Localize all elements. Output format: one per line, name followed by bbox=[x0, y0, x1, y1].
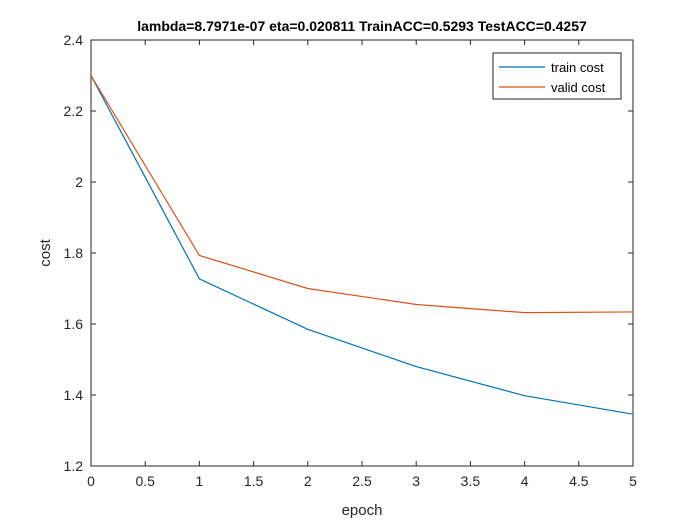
x-tick-label: 5 bbox=[629, 473, 637, 489]
x-tick-label: 1.5 bbox=[244, 473, 264, 489]
y-tick-label: 2 bbox=[75, 174, 83, 190]
x-axis-label: epoch bbox=[342, 502, 383, 519]
legend-label: valid cost bbox=[551, 80, 606, 95]
y-axis-label: cost bbox=[37, 238, 54, 266]
x-tick-label: 1 bbox=[196, 473, 204, 489]
series-lines bbox=[90, 75, 634, 415]
series-line-train-cost bbox=[90, 75, 634, 415]
y-tick-label: 1.8 bbox=[64, 245, 84, 261]
x-tick-label: 0 bbox=[87, 473, 95, 489]
y-tick-label: 1.4 bbox=[64, 387, 84, 403]
axis-ticks: 0 0.5 1 1.5 2 2.5 3 3.5 4 4.5 5 1.2 1.4 1.6 1.8 2 2.2 2.4 bbox=[64, 32, 638, 489]
x-tick-label: 4 bbox=[521, 473, 529, 489]
series-line-valid-cost bbox=[90, 75, 634, 314]
x-tick-label: 0.5 bbox=[135, 473, 155, 489]
x-tick-label: 4.5 bbox=[569, 473, 589, 489]
y-tick-label: 1.6 bbox=[64, 316, 84, 332]
y-tick-label: 2.4 bbox=[64, 32, 84, 48]
y-tick-label: 2.2 bbox=[64, 103, 84, 119]
x-tick-label: 3 bbox=[412, 473, 420, 489]
legend: train cost valid cost bbox=[492, 52, 622, 100]
legend-label: train cost bbox=[551, 60, 604, 75]
x-tick-label: 3.5 bbox=[461, 473, 481, 489]
chart-title: lambda=8.7971e-07 eta=0.020811 TrainACC=… bbox=[137, 18, 587, 34]
plot-area bbox=[90, 39, 634, 467]
x-tick-label: 2 bbox=[304, 473, 312, 489]
legend-box bbox=[492, 52, 622, 100]
x-tick-label: 2.5 bbox=[352, 473, 372, 489]
y-tick-label: 1.2 bbox=[64, 458, 84, 474]
